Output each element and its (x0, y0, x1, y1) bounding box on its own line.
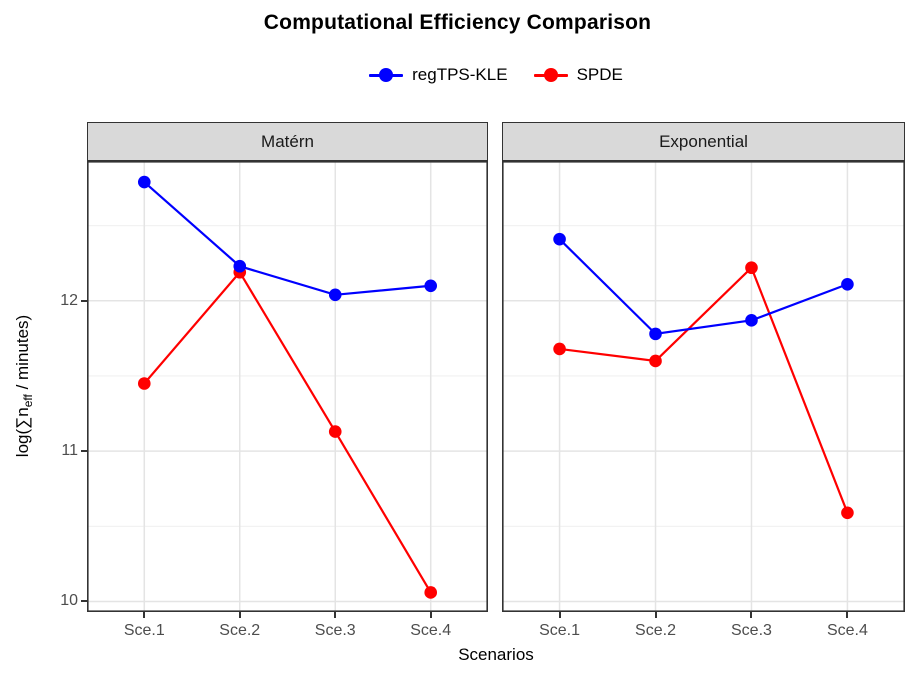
x-tick-label: Sce.2 (635, 622, 676, 639)
legend-item-spde: SPDE (533, 62, 623, 88)
data-point-regtps-kle-sce.4 (424, 279, 438, 293)
x-tick-label: Sce.2 (219, 622, 261, 639)
legend-item-label: SPDE (576, 65, 623, 84)
data-point-regtps-kle-sce.2 (233, 259, 247, 273)
series-line-spde (559, 265, 849, 514)
x-tick-mark (750, 612, 753, 618)
data-point-spde-sce.1 (137, 377, 151, 390)
facet-strip-label: Matérn (261, 131, 314, 151)
legend-item-label: regTPS-KLE (412, 65, 508, 84)
data-point-spde-sce.4 (424, 586, 438, 599)
panel-exponential (502, 161, 905, 612)
x-tick-label: Sce.1 (539, 622, 581, 639)
point-with-line-icon (369, 62, 404, 88)
x-tick-mark (558, 612, 561, 618)
x-tick-mark (334, 612, 337, 618)
facet-strip-exponential: Exponential (502, 122, 905, 161)
series-line-spde (143, 270, 432, 594)
data-point-regtps-kle-sce.3 (745, 314, 758, 327)
x-tick-label: Sce.3 (731, 622, 772, 639)
x-tick-label: Sce.4 (410, 622, 452, 639)
legend-key-dot (543, 68, 558, 82)
x-tick-label: Sce.3 (314, 622, 356, 639)
x-tick-mark (429, 612, 432, 618)
y-tick-label: 10 (60, 592, 78, 610)
panel-mat-rn (87, 161, 488, 612)
data-point-regtps-kle-sce.4 (841, 277, 854, 291)
x-tick-label: Sce.4 (826, 622, 868, 639)
x-tick-mark (846, 612, 849, 618)
x-axis-title: Scenarios (458, 645, 534, 664)
data-point-regtps-kle-sce.2 (649, 327, 662, 341)
x-tick-mark (654, 612, 657, 618)
x-tick-mark (143, 612, 146, 618)
data-point-regtps-kle-sce.1 (553, 232, 566, 246)
chart-title: Computational Efficiency Comparison (263, 11, 652, 34)
data-point-regtps-kle-sce.1 (137, 175, 151, 189)
facet-strip-label: Exponential (659, 131, 748, 151)
series-line-regtps-kle (143, 181, 431, 296)
data-point-regtps-kle-sce.3 (328, 288, 342, 302)
y-tick-label: 11 (61, 442, 78, 460)
x-tick-label: Sce.1 (123, 622, 165, 639)
data-point-spde-sce.1 (553, 342, 566, 356)
y-tick-mark (81, 450, 87, 453)
facet-strip-mat-rn: Matérn (87, 122, 488, 161)
x-tick-mark (238, 612, 241, 618)
data-point-spde-sce.4 (841, 506, 854, 520)
panel-border (502, 161, 905, 612)
y-tick-mark (81, 299, 87, 302)
legend-key-dot (379, 68, 394, 82)
data-point-spde-sce.3 (745, 261, 758, 275)
y-tick-label: 12 (60, 291, 78, 309)
series-line-regtps-kle (558, 238, 848, 336)
point-with-line-icon (533, 62, 568, 88)
data-point-spde-sce.3 (328, 425, 342, 438)
legend: regTPS-KLE SPDE (87, 60, 905, 90)
y-tick-mark (81, 600, 87, 603)
legend-item-regtps-kle: regTPS-KLE (369, 62, 508, 88)
panel-border (87, 161, 488, 612)
data-point-spde-sce.2 (649, 354, 662, 368)
